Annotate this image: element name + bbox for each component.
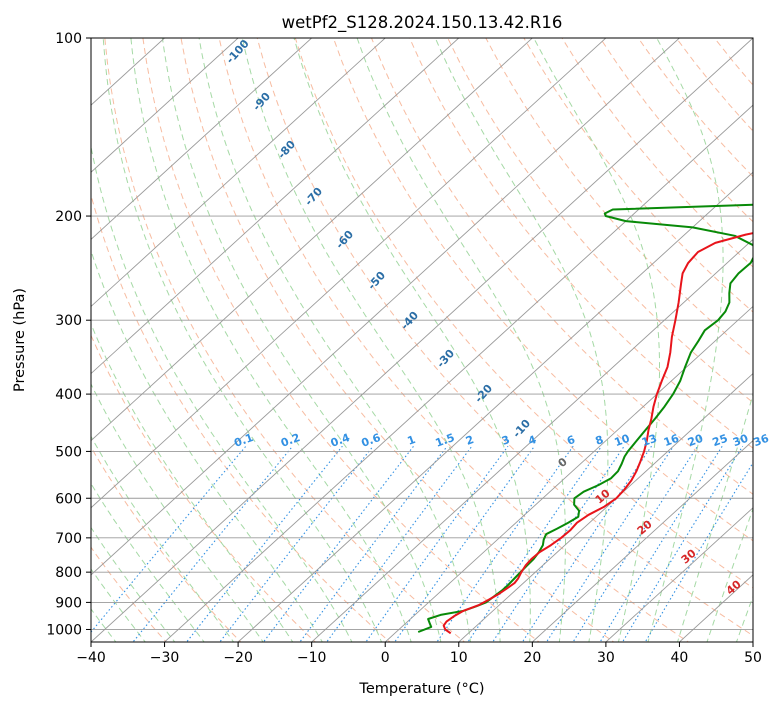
isotherms (91, 38, 753, 642)
y-tick-label: 600 (55, 491, 82, 507)
isotherm (237, 171, 753, 642)
mixing-ratio-line (545, 445, 674, 642)
sounding-series (417, 203, 753, 635)
y-axis-label: Pressure (hPa) (12, 288, 28, 392)
moist-adiabat (91, 249, 323, 642)
x-tick-label: −30 (150, 650, 180, 666)
mixing-ratio-label: 25 (711, 432, 730, 449)
isotherm (384, 305, 753, 642)
isotherm (163, 104, 753, 642)
dry-adiabat (752, 38, 753, 40)
y-tick-label: 700 (55, 531, 82, 547)
y-tick-label: 100 (55, 31, 82, 47)
mixing-ratio-label: 3 (500, 433, 512, 448)
y-tick-label: 200 (55, 209, 82, 225)
y-tick-label: 400 (55, 387, 82, 403)
mixing-ratio-line (262, 445, 415, 642)
mixing-ratio-line (365, 445, 509, 642)
isotherm (91, 38, 460, 375)
isotherm (91, 38, 313, 240)
mixing-ratio-label: 0.4 (329, 431, 352, 450)
temperature-line (442, 232, 753, 635)
dry-adiabat (371, 38, 753, 495)
mixing-ratio-line (572, 445, 699, 642)
mixing-ratio-label: 0.1 (232, 431, 255, 450)
mixing-ratio-label: 20 (686, 432, 705, 450)
x-axis-label: Temperature (°C) (358, 681, 484, 697)
mixing-ratio-label: 1 (406, 433, 418, 448)
plot-frame (90, 37, 754, 643)
mixing-ratio-label: 1.5 (434, 431, 457, 450)
isotherm (91, 38, 681, 576)
y-tick-label: 800 (55, 565, 82, 581)
mixing-ratio-label: 6 (565, 433, 577, 448)
x-axis-ticks: −40 −30 −20 −10 0 10 20 30 40 50 (76, 642, 762, 666)
x-tick-label: −10 (297, 650, 327, 666)
dry-adiabat (447, 38, 753, 404)
mixing-ratio-line (621, 445, 744, 642)
chart-title: wetPf2_S128.2024.150.13.42.R16 (282, 13, 563, 33)
mixing-ratio-label: 0.6 (360, 431, 383, 450)
mixing-ratio-label: 8 (594, 433, 606, 448)
isotherm (91, 38, 386, 308)
isotherm (310, 238, 753, 642)
x-tick-label: 0 (381, 650, 390, 666)
dry-adiabat (409, 38, 753, 449)
y-axis-ticks: 100 200 300 400 500 600 700 800 900 1000 (46, 31, 91, 638)
x-tick-label: −20 (223, 650, 253, 666)
mixing-ratio-line (521, 445, 652, 642)
y-tick-label: 300 (55, 313, 82, 329)
dewpoint-line (417, 203, 753, 633)
mixing-ratio-label: 36 (752, 432, 771, 450)
isotherm (91, 38, 239, 173)
mixing-ratio-label: 16 (662, 432, 681, 450)
y-tick-label: 500 (55, 444, 82, 460)
x-tick-label: 50 (744, 650, 762, 666)
y-tick-label: 900 (55, 595, 82, 611)
plot-area (91, 38, 753, 642)
isotherm (458, 372, 753, 642)
isotherm (531, 440, 753, 642)
mixing-ratio-line (394, 445, 535, 642)
mixing-ratio-label: 13 (640, 432, 659, 449)
mixing-ratio-label: 10 (613, 432, 632, 450)
x-tick-label: 10 (450, 650, 468, 666)
isotherm (605, 507, 753, 642)
moist-adiabat (102, 38, 383, 642)
x-tick-label: 20 (523, 650, 541, 666)
y-tick-label: 1000 (46, 622, 82, 638)
mixing-ratio-label: 2 (464, 433, 476, 448)
isotherm (91, 38, 753, 642)
mixing-ratio-label: 0.2 (279, 431, 302, 450)
dry-adiabat (485, 38, 753, 358)
mixing-ratio-label: 4 (527, 433, 539, 448)
dry-adiabat (91, 446, 242, 642)
mixing-ratio-line (599, 445, 723, 642)
isobars (91, 38, 753, 630)
mixing-ratio-label: 30 (731, 432, 750, 450)
isotherm (91, 38, 607, 509)
mixing-ratio-line (436, 445, 574, 642)
moist-adiabat (91, 144, 353, 642)
x-tick-label: 40 (671, 650, 689, 666)
dry-adiabat (294, 38, 753, 589)
dry-adiabat (142, 38, 540, 642)
x-tick-label: 30 (597, 650, 615, 666)
mixing-ratio-line (299, 445, 448, 642)
x-tick-label: −40 (76, 650, 106, 666)
isotherm (91, 38, 534, 442)
mixing-ratio-line (91, 445, 247, 633)
